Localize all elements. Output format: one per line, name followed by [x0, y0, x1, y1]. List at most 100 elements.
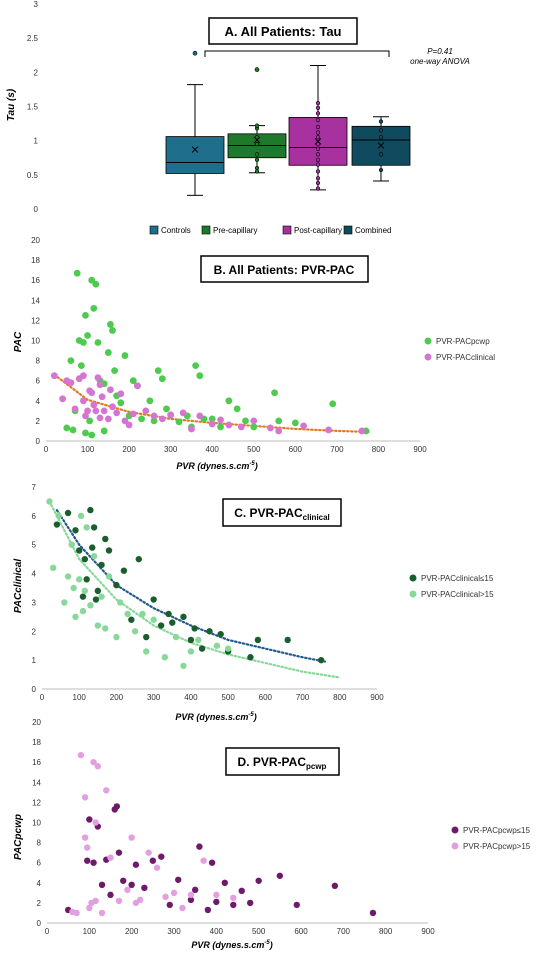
panel-c-y-tick-label: 2 [32, 627, 37, 636]
panel-c-data-point [150, 596, 157, 603]
panel-c-x-tick-label: 100 [73, 693, 87, 702]
panel-c-data-point [284, 636, 291, 644]
panel-d-data-point [84, 844, 91, 851]
panel-c-data-point [87, 602, 94, 609]
panel-b-data-point [233, 405, 241, 413]
panel-b-x-tick-label: 600 [289, 445, 303, 454]
panel-a-legend-swatch [343, 225, 353, 235]
panel-c-data-point [165, 610, 172, 618]
panel-d-x-tick-label: 200 [125, 927, 139, 936]
panel-b-y-tick-label: 0 [36, 437, 41, 446]
panel-b-data-point [84, 407, 91, 415]
panel-c-data-point [64, 573, 72, 580]
panel-c-data-point [79, 607, 87, 615]
panel-c-data-point [116, 599, 124, 606]
panel-a-test-name: one-way ANOVA [410, 57, 470, 66]
panel-b-data-point [250, 417, 258, 425]
panel-d-y-tick-label: 12 [32, 798, 41, 807]
panel-b-data-point [80, 372, 87, 380]
panel-b-data-point [98, 393, 106, 401]
panel-b-data-point [208, 415, 216, 423]
panel-c-data-point [49, 564, 57, 571]
panel-c-legend-marker [409, 574, 417, 582]
panel-c-data-point [70, 584, 77, 592]
panel-b-data-point [111, 367, 118, 375]
panel-c-y-tick-label: 1 [32, 656, 37, 665]
panel-d-points [64, 751, 377, 917]
panel-c-x-tick-label: 800 [333, 693, 347, 702]
panel-a-legend-swatch [149, 225, 159, 235]
panel-a-data-point [315, 118, 321, 123]
panel-c-data-point [143, 648, 150, 655]
panel-a-y-tick-labels: 0 0.5 1 1.5 2 2.5 3 [27, 0, 39, 214]
panel-a-mean-marker [377, 142, 385, 149]
panel-c-data-point [224, 645, 232, 652]
panel-b-data-point [150, 417, 158, 425]
panel-d-data-point [293, 901, 300, 909]
panel-c-data-point [143, 633, 150, 641]
panel-b-data-point [275, 427, 283, 435]
panel-b-data-point [167, 411, 175, 419]
panel-b-data-point [150, 412, 158, 420]
panel-b-data-point [125, 421, 133, 429]
panel-c-data-point [172, 633, 180, 641]
panel-b-y-tick-label: 18 [31, 256, 40, 265]
panel-d-data-point [153, 864, 161, 871]
panel-b-data-point [300, 422, 308, 430]
panel-c-data-point [94, 587, 102, 595]
panel-a-data-point [315, 169, 321, 174]
panel-d-x-axis-label: PVR (dynes.s.cm-5) [191, 940, 272, 950]
panel-b-data-point [217, 416, 224, 424]
panel-a-data-point [315, 100, 321, 106]
panel-c-x-tick-label: 200 [110, 693, 124, 702]
panel-d-x-tick-label: 600 [294, 927, 308, 936]
panel-b-data-point [90, 401, 98, 409]
panel-b-data-point [113, 409, 121, 417]
panel-c-data-point [161, 654, 169, 661]
panel-d-data-point [120, 877, 127, 884]
panel-b-y-tick-label: 14 [31, 296, 40, 305]
panel-d-data-point [221, 879, 228, 886]
panel-c-data-point [247, 654, 254, 661]
panel-c-data-point [76, 576, 83, 583]
panel-b-data-point [59, 395, 67, 403]
panel-d-data-point [208, 859, 216, 866]
panel-b-data-point [67, 379, 75, 387]
panel-a-data-point [378, 128, 384, 133]
panel-b-data-point [291, 419, 299, 427]
panel-d-data-point [136, 896, 144, 904]
panel-b-data-point [208, 420, 216, 428]
panel-c-data-point [83, 576, 90, 583]
panel-a-data-point [378, 167, 384, 173]
panel-d-title-box [225, 747, 340, 776]
panel-a-data-point [315, 162, 321, 167]
panel-b-y-tick-label: 12 [31, 316, 40, 325]
panel-b-data-point [88, 431, 96, 439]
panel-d-data-point [73, 909, 80, 917]
panel-d-data-point [149, 857, 157, 864]
panel-d-data-point [230, 894, 237, 902]
panel-d-data-point [107, 891, 114, 899]
panel-c-data-point [68, 541, 75, 548]
panel-a-data-point [315, 180, 321, 186]
panel-c-data-point [180, 613, 187, 621]
panel-b-data-point [94, 374, 102, 382]
panel-b-data-point [117, 399, 125, 407]
panel-d-y-tick-label: 18 [32, 738, 41, 747]
panel-b-data-point [225, 421, 233, 429]
panel-d-y-tick-label: 8 [37, 839, 42, 848]
panel-c-data-point [89, 544, 96, 551]
panel-b-data-point [271, 389, 278, 397]
panel-d-x-tick-label: 100 [83, 927, 97, 936]
panel-c-points [46, 498, 325, 670]
panel-b-data-point [325, 426, 332, 434]
panel-c-data-point [195, 636, 202, 644]
panel-b-y-tick-label: 16 [31, 276, 40, 285]
panel-d-data-point [158, 853, 165, 860]
panel-a-legend-swatch [282, 225, 292, 235]
panel-c-y-tick-label: 6 [32, 512, 37, 521]
panel-a: 0 0.5 1 1.5 2 2.5 3 Tau (s) A. All Patients: T… [6, 0, 470, 235]
panel-d-title: D. PVR-PACpcwp [238, 755, 327, 771]
panel-c-data-point [105, 547, 113, 554]
panel-d-data-point [200, 857, 207, 864]
